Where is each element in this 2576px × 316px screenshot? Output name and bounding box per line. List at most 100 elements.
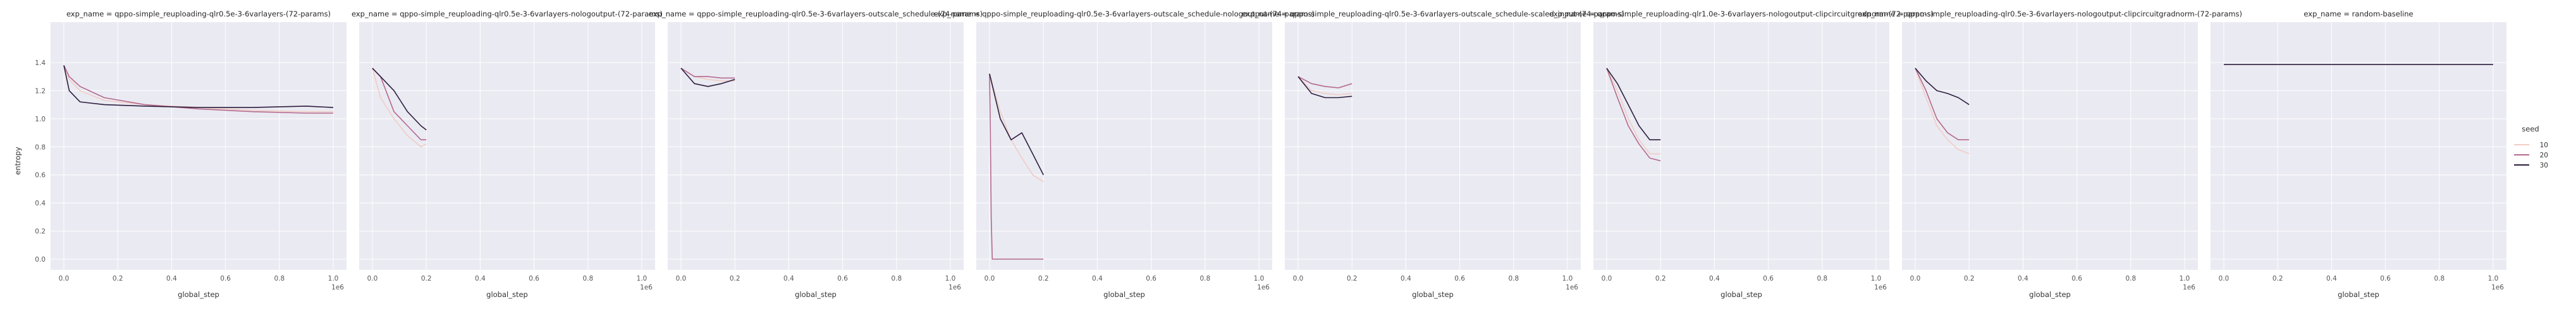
y-axis-label: entropy — [13, 147, 22, 175]
plot-area — [2211, 22, 2506, 270]
x-offset-label: 1e6 — [948, 284, 961, 291]
x-tick-label: 0.0 — [1293, 275, 1304, 283]
x-offset-label: 1e6 — [1257, 284, 1270, 291]
legend-label-seed-20: 20 — [2540, 152, 2548, 159]
x-tick-label: 0.0 — [1910, 275, 1921, 283]
y-tick-label: 0.2 — [35, 228, 46, 236]
x-tick-label: 0.2 — [113, 275, 123, 283]
facet-panel-4: 0.0 0.2 0.4 0.6 0.8 1.01e6global_stepexp_name… — [934, 9, 1315, 299]
x-tick-label: 0.2 — [1347, 275, 1358, 283]
x-tick-label: 0.8 — [1817, 275, 1827, 283]
x-tick-label: 0.8 — [274, 275, 285, 283]
x-tick-label: 1.0 — [328, 275, 339, 283]
x-offset-label: 1e6 — [2183, 284, 2195, 291]
x-tick-label: 0.8 — [1199, 275, 1210, 283]
facet-panel-5: 0.0 0.2 0.4 0.6 0.8 1.01e6global_stepexp_name… — [1242, 9, 1624, 299]
x-tick-label: 0.8 — [891, 275, 902, 283]
series-line-seed-30 — [680, 68, 735, 87]
series-line-seed-30 — [1606, 68, 1661, 140]
x-tick-label: 0.4 — [1092, 275, 1103, 283]
x-tick-label: 0.2 — [730, 275, 740, 283]
x-tick-label: 0.8 — [1508, 275, 1519, 283]
x-tick-label: 0.8 — [582, 275, 593, 283]
y-tick-label: 0.8 — [35, 143, 46, 151]
x-tick-label: 1.0 — [1562, 275, 1573, 283]
facet-panel-7: 0.0 0.2 0.4 0.6 0.8 1.01e6global_stepexp_name… — [1858, 9, 2242, 299]
x-axis-label: global_step — [486, 290, 528, 299]
y-tick-label: 1.0 — [35, 116, 46, 123]
x-tick-label: 1.0 — [945, 275, 956, 283]
series-line-seed-30 — [372, 68, 427, 131]
x-axis-label: global_step — [178, 290, 219, 299]
series-line-seed-20 — [63, 65, 333, 114]
x-tick-label: 0.4 — [475, 275, 486, 283]
x-tick-label: 0.2 — [2272, 275, 2283, 283]
x-offset-label: 1e6 — [1874, 284, 1887, 291]
x-tick-label: 0.8 — [2434, 275, 2444, 283]
series-line-seed-20 — [989, 73, 1044, 260]
y-tick-label: 1.4 — [35, 59, 46, 67]
x-tick-label: 0.4 — [1401, 275, 1411, 283]
x-tick-label: 0.4 — [783, 275, 794, 283]
facet-title: exp_name = qppo-simple_reuploading-qlr0.… — [66, 9, 331, 18]
x-offset-label: 1e6 — [640, 284, 653, 291]
x-tick-label: 0.6 — [2380, 275, 2391, 283]
legend-label-seed-30: 30 — [2540, 162, 2548, 169]
x-tick-label: 1.0 — [2488, 275, 2499, 283]
series-line-seed-10 — [1915, 68, 1970, 155]
x-axis-label: global_step — [2338, 290, 2379, 299]
x-tick-label: 0.0 — [1602, 275, 1612, 283]
series-line-seed-10 — [372, 68, 427, 148]
x-tick-label: 0.8 — [2125, 275, 2136, 283]
x-tick-label: 0.2 — [1038, 275, 1049, 283]
x-tick-label: 1.0 — [637, 275, 647, 283]
series-line-seed-30 — [1297, 76, 1352, 99]
x-tick-label: 1.0 — [1254, 275, 1265, 283]
x-axis-label: global_step — [1103, 290, 1145, 299]
facet-title: exp_name = qppo-simple_reuploading-qlr0.… — [934, 9, 1315, 18]
x-offset-label: 1e6 — [331, 284, 344, 291]
x-tick-label: 0.0 — [676, 275, 687, 283]
x-tick-label: 0.2 — [421, 275, 432, 283]
x-tick-label: 0.0 — [367, 275, 378, 283]
plot-area — [976, 22, 1272, 270]
series-line-seed-20 — [1606, 68, 1661, 162]
y-tick-label: 0.6 — [35, 172, 46, 179]
plot-area — [1902, 22, 2198, 270]
x-tick-label: 0.2 — [1964, 275, 1975, 283]
series-line-seed-10 — [1297, 76, 1352, 95]
facet-title: exp_name = random-baseline — [2303, 9, 2413, 18]
series-line-seed-30 — [63, 65, 334, 108]
x-tick-label: 0.0 — [2219, 275, 2229, 283]
x-tick-label: 0.6 — [220, 275, 231, 283]
x-tick-label: 0.6 — [529, 275, 539, 283]
facet-title: exp_name = qppo-simple_reuploading-qlr0.… — [1858, 9, 2242, 18]
x-tick-label: 1.0 — [2180, 275, 2190, 283]
facet-title: exp_name = qppo-simple_reuploading-qlr1.… — [1549, 9, 1934, 18]
y-tick-label: 0.0 — [35, 256, 46, 264]
y-tick-label: 1.2 — [35, 87, 46, 95]
x-tick-label: 0.4 — [1709, 275, 1720, 283]
x-tick-label: 0.6 — [1763, 275, 1774, 283]
facet-panel-1: 0.0 0.2 0.4 0.6 0.8 1.01e6global_stepexp_name… — [13, 9, 347, 299]
x-axis-label: global_step — [2029, 290, 2071, 299]
x-tick-label: 0.4 — [166, 275, 177, 283]
series-line-seed-10 — [989, 73, 1044, 183]
x-tick-label: 0.0 — [984, 275, 995, 283]
series-line-seed-20 — [1297, 76, 1352, 88]
x-tick-label: 1.0 — [1871, 275, 1882, 283]
facet-panel-6: 0.0 0.2 0.4 0.6 0.8 1.01e6global_stepexp_name… — [1549, 9, 1934, 299]
legend: seed 10 20 30 — [2514, 125, 2548, 169]
plot-area — [668, 22, 964, 270]
facet-title: exp_name = qppo-simple_reuploading-qlr0.… — [649, 9, 983, 18]
x-tick-label: 0.6 — [1146, 275, 1156, 283]
plot-area — [359, 22, 655, 270]
series-line-seed-20 — [680, 68, 735, 79]
x-tick-label: 0.4 — [2018, 275, 2028, 283]
x-tick-label: 0.6 — [2071, 275, 2082, 283]
series-line-seed-30 — [989, 73, 1044, 176]
